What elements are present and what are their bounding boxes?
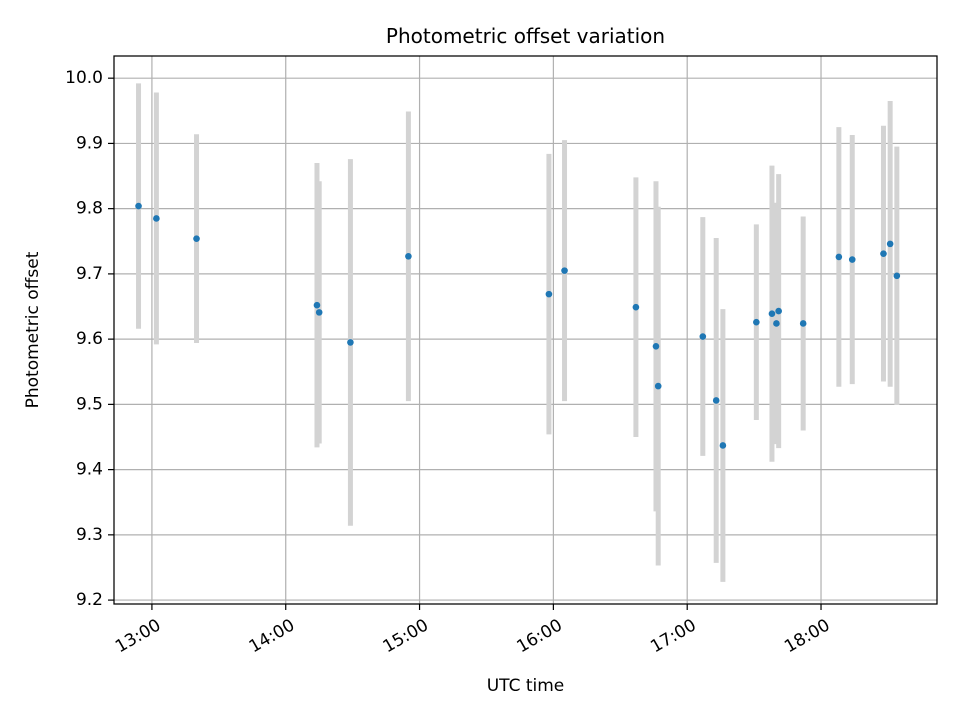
data-point [561, 267, 568, 274]
y-tick-label: 9.8 [76, 199, 103, 219]
data-point [799, 320, 807, 327]
data-point [632, 303, 640, 311]
data-point [652, 343, 660, 350]
data-point [848, 256, 856, 263]
data-point [753, 318, 760, 326]
data-point [712, 397, 720, 404]
y-tick-label: 10.0 [65, 68, 103, 88]
y-axis-label: Photometric offset [23, 251, 43, 408]
data-point [347, 339, 354, 346]
data-point [893, 272, 901, 280]
chart-title: Photometric offset variation [386, 24, 665, 48]
y-tick-label: 9.7 [76, 264, 103, 284]
data-point [719, 442, 727, 449]
data-points [135, 202, 901, 449]
data-point [153, 215, 160, 222]
data-point [835, 253, 843, 261]
data-point [773, 320, 780, 327]
data-point [886, 240, 894, 248]
y-tick-label: 9.6 [76, 329, 103, 349]
data-point [135, 202, 142, 210]
plot-frame [113, 55, 938, 605]
y-tick-label: 9.9 [76, 133, 103, 153]
x-axis-label: UTC time [487, 676, 565, 696]
y-tick-label: 9.3 [76, 525, 103, 545]
y-tick-label: 9.5 [76, 394, 103, 414]
data-point [313, 301, 321, 309]
data-point [545, 290, 553, 298]
grid [114, 56, 937, 604]
y-tick-label: 9.2 [76, 590, 103, 610]
data-point [880, 250, 887, 257]
data-point [654, 382, 662, 390]
data-point [768, 310, 776, 317]
data-point [193, 235, 200, 242]
data-point [775, 307, 782, 315]
data-point [405, 252, 412, 260]
data-point [699, 333, 707, 340]
y-tick-label: 9.4 [76, 460, 103, 480]
data-point [315, 309, 323, 316]
